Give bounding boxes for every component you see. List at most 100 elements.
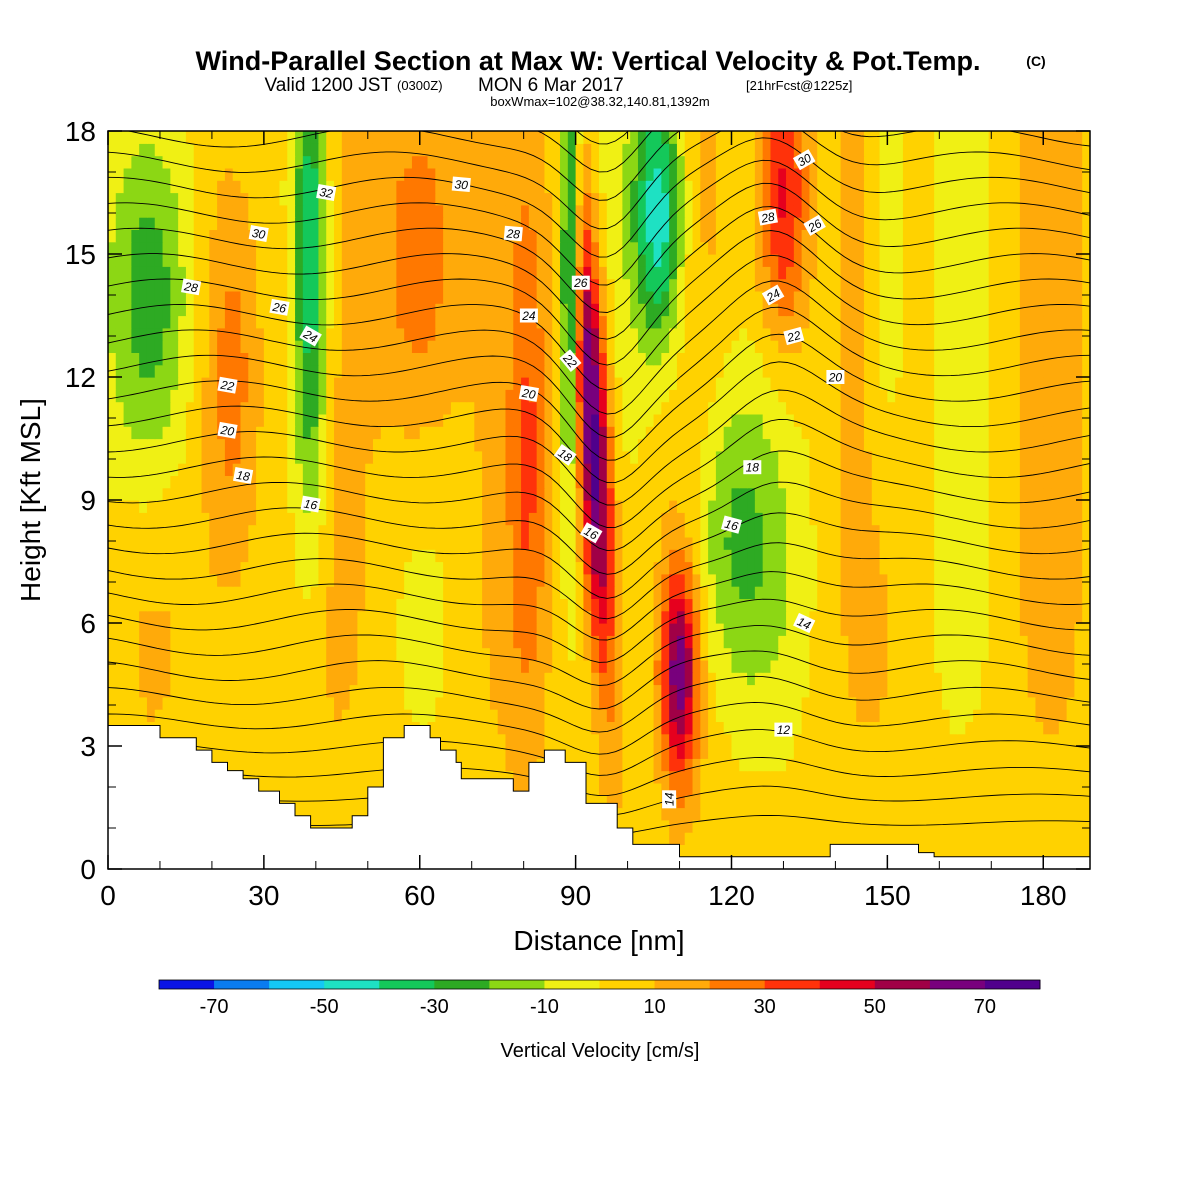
w-cell: [178, 401, 187, 415]
w-cell: [895, 672, 904, 686]
w-cell: [715, 598, 725, 612]
w-cell: [1004, 746, 1013, 759]
w-cell: [614, 389, 623, 403]
w-cell: [949, 500, 959, 513]
w-cell: [513, 389, 522, 403]
w-cell: [988, 463, 998, 476]
w-cell: [980, 598, 990, 612]
w-cell: [926, 598, 935, 612]
w-cell: [957, 524, 966, 538]
w-cell: [934, 401, 943, 415]
w-cell: [996, 647, 1005, 661]
w-cell: [287, 401, 296, 415]
w-cell: [341, 377, 351, 390]
w-cell: [1012, 684, 1021, 698]
w-cell: [879, 733, 888, 747]
w-cell: [450, 635, 460, 649]
w-cell: [1035, 709, 1044, 722]
w-cell: [817, 401, 826, 415]
w-cell: [684, 389, 694, 403]
w-cell: [863, 463, 873, 476]
w-cell: [934, 795, 943, 809]
w-cell: [684, 746, 694, 759]
w-cell: [240, 377, 249, 390]
w-cell: [1082, 709, 1090, 722]
w-cell: [887, 426, 896, 440]
w-cell: [669, 709, 678, 722]
w-cell: [240, 635, 249, 649]
w-cell: [552, 413, 561, 427]
w-cell: [1035, 832, 1044, 845]
w-cell: [1019, 623, 1029, 636]
w-cell: [170, 721, 179, 735]
w-cell: [949, 438, 959, 452]
w-cell: [895, 782, 904, 796]
w-cell: [458, 746, 468, 759]
w-cell: [388, 647, 397, 661]
w-cell: [372, 536, 382, 550]
w-cell: [170, 684, 179, 698]
w-cell: [224, 709, 234, 722]
w-cell: [863, 401, 873, 415]
w-cell: [217, 549, 226, 563]
w-cell: [1004, 659, 1013, 673]
w-cell: [996, 487, 1005, 501]
w-cell: [1027, 659, 1037, 673]
w-cell: [419, 672, 429, 686]
w-cell: [606, 758, 616, 772]
w-cell: [248, 635, 257, 649]
w-cell: [1004, 573, 1013, 587]
w-cell: [996, 549, 1005, 563]
w-cell: [1027, 512, 1037, 526]
w-cell: [1074, 635, 1083, 649]
w-cell: [801, 598, 811, 612]
w-cell: [622, 573, 631, 587]
w-cell: [154, 672, 164, 686]
w-cell: [450, 426, 460, 440]
w-cell: [1051, 672, 1060, 686]
w-cell: [965, 475, 974, 489]
w-cell: [349, 549, 358, 563]
w-cell: [684, 450, 694, 464]
w-cell: [754, 696, 764, 710]
w-cell: [552, 524, 561, 538]
w-cell: [536, 623, 546, 636]
w-cell: [209, 389, 218, 403]
w-cell: [918, 401, 927, 415]
w-cell: [209, 709, 218, 722]
w-cell: [287, 389, 296, 403]
w-cell: [996, 573, 1005, 587]
w-cell: [637, 758, 647, 772]
w-cell: [778, 438, 787, 452]
w-cell: [801, 672, 811, 686]
w-cell: [263, 377, 273, 390]
w-cell: [248, 500, 257, 513]
w-cell: [372, 758, 382, 772]
w-cell: [606, 733, 616, 747]
w-cell: [614, 413, 623, 427]
w-cell: [739, 782, 748, 796]
w-cell: [832, 500, 842, 513]
w-cell: [630, 413, 639, 427]
w-cell: [419, 684, 429, 698]
w-cell: [848, 524, 857, 538]
w-cell: [848, 561, 857, 575]
w-cell: [778, 746, 787, 759]
w-cell: [731, 623, 740, 636]
w-cell: [248, 487, 257, 501]
w-cell: [295, 733, 304, 747]
w-cell: [170, 475, 179, 489]
w-cell: [380, 709, 390, 722]
w-cell: [715, 463, 725, 476]
w-cell: [614, 610, 623, 624]
w-cell: [536, 475, 546, 489]
w-cell: [1004, 610, 1013, 624]
w-cell: [1004, 413, 1013, 427]
w-cell: [224, 413, 234, 427]
w-cell: [349, 598, 358, 612]
w-cell: [310, 623, 320, 636]
w-cell: [131, 586, 140, 599]
w-cell: [372, 463, 382, 476]
w-cell: [895, 549, 904, 563]
w-cell: [856, 598, 865, 612]
